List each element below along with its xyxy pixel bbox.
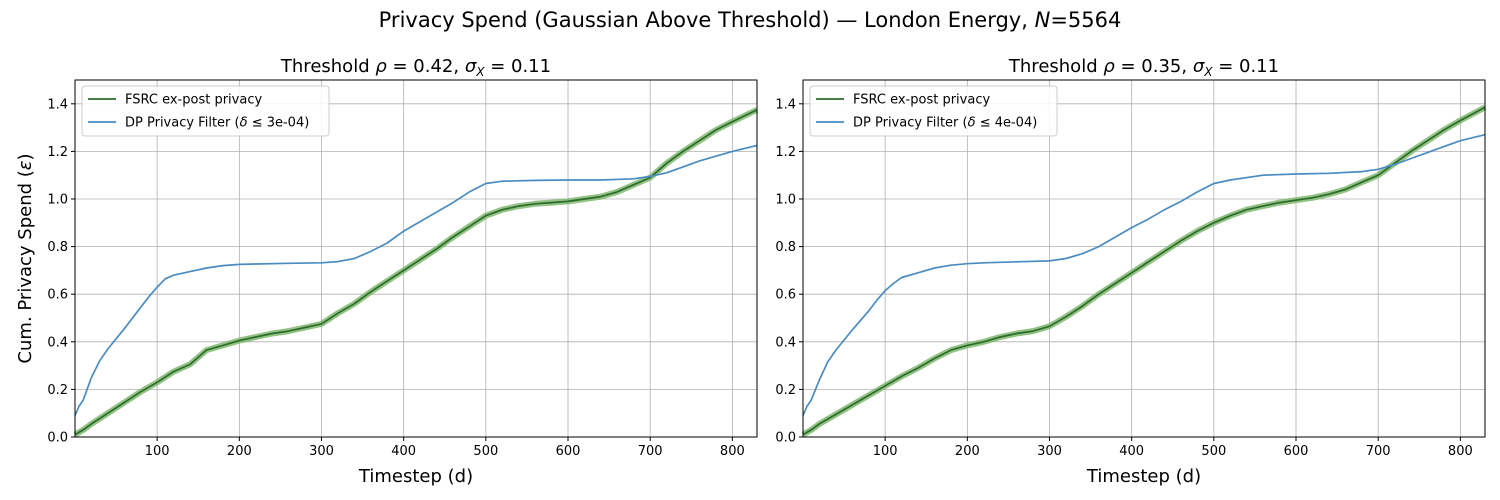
y-tick-label: 1.0: [775, 193, 796, 208]
chart-panel-1: 100 200 300 400 500 600 700 800 0.0 0.2 0.4 0.6 0.8 1…: [15, 56, 759, 487]
x-tick-label: 500: [1201, 444, 1226, 459]
series-band-fsrc: [73, 107, 759, 438]
title-symbol-rho: ρ: [1103, 56, 1115, 77]
x-tick-label: 700: [638, 444, 663, 459]
y-tick-label: 0.2: [775, 383, 796, 398]
x-tick-label: 600: [1284, 444, 1309, 459]
y-axis-label: Cum. Privacy Spend (ε): [15, 153, 36, 363]
figure-title-text: Privacy Spend (Gaussian Above Threshold)…: [378, 8, 1035, 32]
legend-text-part: DP Privacy Filter (: [125, 116, 240, 131]
y-tick-label: 0.8: [47, 240, 68, 255]
series-band-fsrc: [801, 104, 1487, 438]
title-symbol-rho: ρ: [375, 56, 387, 77]
title-symbol-sigma: σ: [465, 56, 477, 77]
plot-frame: [802, 79, 1486, 438]
legend-label-dp-filter: DP Privacy Filter (δ ≤ 4e-04): [853, 116, 1037, 131]
title-part: = 0.35,: [1115, 56, 1193, 77]
x-tick-label: 100: [873, 444, 898, 459]
figure-title-n-value: =5564: [1050, 8, 1122, 32]
y-tick-label: 0.6: [47, 288, 68, 303]
legend: FSRC ex-post privacy DP Privacy Filter (δ…: [809, 85, 1058, 137]
x-tick-label: 200: [227, 444, 252, 459]
series-line-fsrc: [74, 109, 758, 436]
title-symbol-sigma: σ: [1193, 56, 1205, 77]
subplot-title: Threshold ρ = 0.35, σX = 0.11: [1008, 56, 1279, 79]
figure-title-n-symbol: N: [1034, 8, 1051, 32]
x-tick-label: 400: [1119, 444, 1144, 459]
x-tick-label: 400: [391, 444, 416, 459]
y-tick-label: 0.4: [47, 335, 68, 350]
plot-frame: [74, 79, 758, 438]
y-tick-label: 1.4: [47, 97, 68, 112]
legend-label-fsrc: FSRC ex-post privacy: [853, 93, 990, 108]
title-part: = 0.11: [484, 56, 551, 77]
title-part: = 0.11: [1212, 56, 1279, 77]
y-tick-label: 0.0: [47, 431, 68, 446]
x-tick-label: 500: [473, 444, 498, 459]
chart-panel-2: 100 200 300 400 500 600 700 800 0.0 0.2 0.4 0.6 0.8 1…: [775, 56, 1487, 487]
title-subscript: X: [1203, 65, 1213, 79]
series-line-dp-filter: [74, 144, 758, 416]
legend-label-dp-filter: DP Privacy Filter (δ ≤ 3e-04): [125, 116, 309, 131]
legend-text-part: DP Privacy Filter (: [853, 116, 968, 131]
x-tick-label: 300: [1037, 444, 1062, 459]
legend-symbol-delta: δ: [968, 116, 976, 131]
series-line-fsrc: [802, 106, 1486, 436]
x-tick-label: 200: [955, 444, 980, 459]
legend-box: [809, 85, 1058, 137]
y-tick-label: 0.8: [775, 240, 796, 255]
legend-text-part: ≤ 4e-04): [976, 116, 1038, 131]
legend-text-part: ≤ 3e-04): [248, 116, 310, 131]
y-tick-label: 0.4: [775, 335, 796, 350]
series-line-dp-filter: [802, 133, 1486, 416]
y-tick-label: 0.2: [47, 383, 68, 398]
legend-symbol-delta: δ: [240, 116, 248, 131]
x-axis-label: Timestep (d): [358, 466, 473, 487]
title-subscript: X: [475, 65, 485, 79]
title-part: = 0.42,: [387, 56, 465, 77]
y-tick-label: 0.0: [775, 431, 796, 446]
y-tick-label: 0.6: [775, 288, 796, 303]
x-tick-label: 100: [145, 444, 170, 459]
ylabel-symbol-epsilon: ε: [15, 160, 36, 170]
figure-title: Privacy Spend (Gaussian Above Threshold)…: [0, 8, 1500, 32]
x-tick-label: 600: [556, 444, 581, 459]
subplot-title: Threshold ρ = 0.42, σX = 0.11: [280, 56, 551, 79]
y-tick-label: 1.2: [775, 145, 796, 160]
x-tick-label: 700: [1366, 444, 1391, 459]
legend-box: [81, 85, 330, 137]
title-part: Threshold: [280, 56, 375, 77]
title-part: Threshold: [1008, 56, 1103, 77]
y-tick-label: 1.0: [47, 193, 68, 208]
x-axis-label: Timestep (d): [1086, 466, 1201, 487]
y-tick-label: 1.2: [47, 145, 68, 160]
ylabel-part: ): [15, 153, 36, 160]
x-tick-label: 800: [1448, 444, 1473, 459]
y-tick-label: 1.4: [775, 97, 796, 112]
x-tick-label: 800: [720, 444, 745, 459]
x-tick-label: 300: [309, 444, 334, 459]
legend-label-fsrc: FSRC ex-post privacy: [125, 93, 262, 108]
ylabel-part: Cum. Privacy Spend (: [15, 170, 36, 363]
legend: FSRC ex-post privacy DP Privacy Filter (δ…: [81, 85, 330, 137]
